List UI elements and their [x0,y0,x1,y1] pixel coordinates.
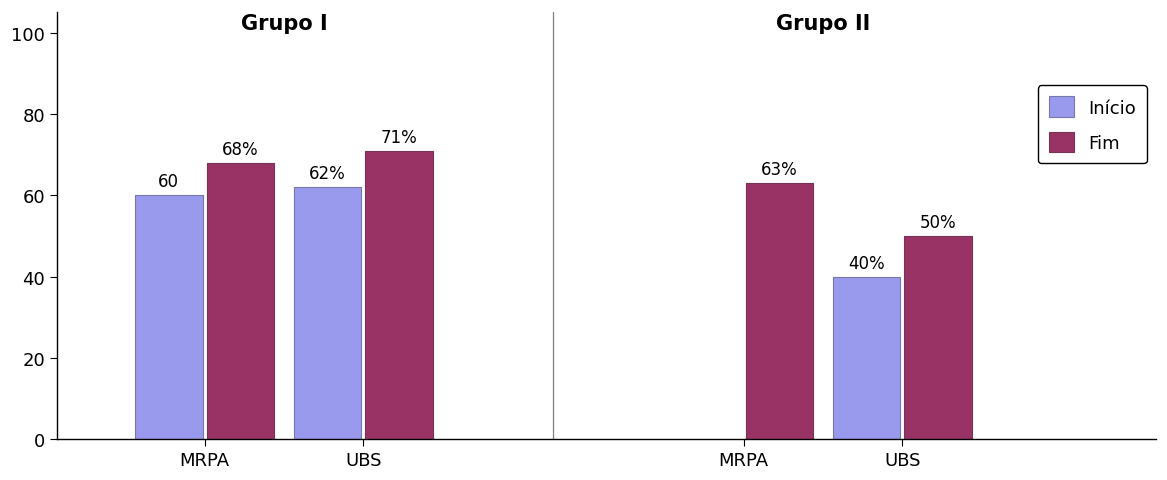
Bar [832,277,900,439]
Bar [904,237,972,439]
Bar [746,184,813,439]
Bar [294,188,361,439]
Text: 71%: 71% [380,129,418,146]
Bar [207,164,274,439]
Text: Grupo I: Grupo I [240,14,327,34]
Text: 68%: 68% [223,141,259,158]
Text: 50%: 50% [920,214,957,231]
Text: Grupo II: Grupo II [776,14,871,34]
Text: 63%: 63% [761,161,798,179]
Bar [365,151,433,439]
Text: 62%: 62% [309,165,345,183]
Text: 60: 60 [159,173,180,191]
Bar [135,196,203,439]
Legend: Início, Fim: Início, Fim [1037,86,1147,164]
Text: 40%: 40% [848,254,885,272]
